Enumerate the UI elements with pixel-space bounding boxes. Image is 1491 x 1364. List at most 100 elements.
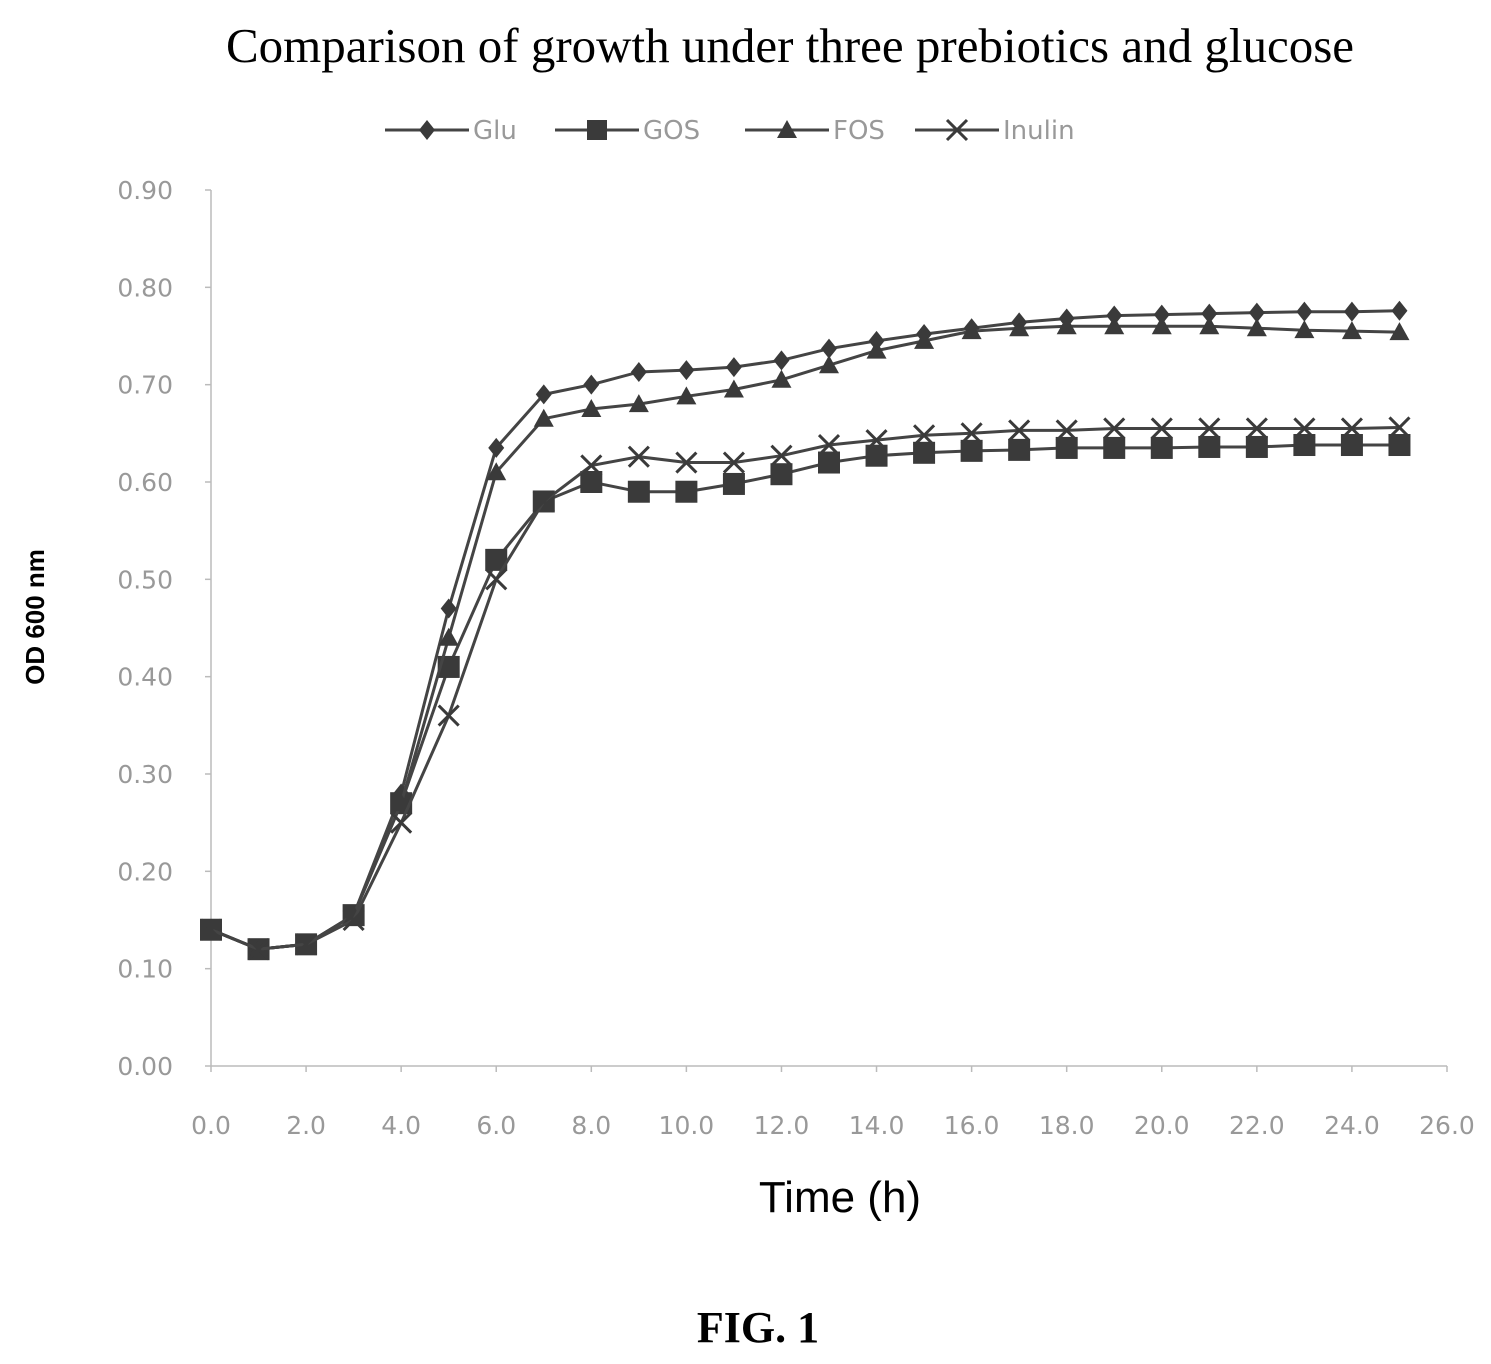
data-point-x [390,811,413,834]
data-point-diamond [821,338,837,359]
data-point-diamond [488,437,505,458]
data-point-square [485,548,508,571]
data-point-diamond [583,374,600,395]
data-point-diamond [630,362,647,383]
data-point-square [1340,434,1363,457]
data-point-diamond [1248,302,1265,323]
series-fos [201,316,1410,958]
data-point-x [770,444,793,467]
data-point-square [587,120,607,140]
x-tick-label: 18.0 [1039,1111,1095,1140]
data-point-square [580,471,603,493]
data-point-triangle [961,321,982,340]
y-tick-label: 0.80 [117,273,173,302]
y-tick-label: 0.20 [117,857,173,886]
data-point-x [1293,417,1316,440]
data-point-square [818,451,840,474]
data-point-x [580,454,603,477]
data-point-x [199,918,223,941]
series-line [210,426,1400,951]
data-point-triangle [1009,318,1030,337]
data-point-diamond [678,360,695,381]
data-point-triangle [914,330,935,349]
legend-item-glu: Glu [385,116,517,146]
data-point-triangle [819,355,839,374]
y-tick-label: 0.70 [117,371,173,400]
y-tick-label: 0.30 [117,760,173,789]
data-point-x [342,908,365,932]
data-point-triangle [866,340,887,359]
data-point-diamond [1153,304,1170,325]
data-point-square [627,480,650,503]
x-tick-label: 10.0 [659,1111,715,1140]
data-point-square [1008,438,1031,461]
chart-series [199,300,1411,961]
series-gos [200,434,1411,961]
data-point-x [817,433,841,457]
data-point-square [865,444,888,467]
data-point-triangle [1246,318,1267,337]
data-point-x [532,490,555,513]
data-point-diamond [535,384,552,405]
data-point-diamond [725,357,742,378]
data-point-x [913,424,936,447]
data-point-triangle [1151,316,1172,335]
series-line [210,324,1400,951]
data-point-triangle [777,120,797,138]
x-tick-label: 6.0 [476,1111,516,1140]
data-point-triangle [438,627,459,646]
data-point-x [1198,417,1221,440]
y-tick-labels: 0.00 0.10 0.20 0.30 0.40 0.50 0.60 0.70 0.80 0.90 [117,176,211,1081]
series-inulin [199,416,1411,961]
data-point-square [1150,436,1173,459]
x-tick-label: 14.0 [849,1111,905,1140]
data-point-triangle [533,408,554,427]
legend-item-fos: FOS [745,116,885,146]
data-point-x [865,429,888,452]
legend-item-inulin: Inulin [915,116,1075,146]
data-point-triangle [486,462,507,481]
x-tick-label: 16.0 [944,1111,1000,1140]
legend-label: Glu [473,116,517,146]
data-point-x [1388,416,1411,439]
data-point-triangle [676,386,697,405]
x-tick-label: 8.0 [571,1111,611,1140]
x-tick-label: 0.0 [191,1111,231,1140]
data-point-triangle [581,399,602,417]
y-tick-label: 0.00 [117,1052,173,1081]
data-point-diamond [1343,301,1360,322]
x-tick-label: 26.0 [1419,1111,1475,1140]
data-point-x [295,933,318,956]
series-line [210,443,1400,951]
series-line [210,309,1400,951]
data-point-square [1293,434,1316,457]
data-point-x [247,938,270,961]
data-point-diamond [440,598,457,619]
chart-title: Comparison of growth under three prebiot… [226,18,1354,73]
data-point-triangle [1199,316,1220,335]
data-point-square [1055,436,1078,459]
x-tick-labels: 0.0 2.0 4.0 6.0 8.0 10.0 12.0 14.0 16.0 18.0 20.0 2… [191,1066,1475,1140]
data-point-square [1198,435,1221,458]
data-point-square [1388,434,1411,457]
data-point-triangle [628,394,649,413]
chart-axes [210,190,1447,1067]
legend-label: Inulin [1003,116,1075,146]
y-tick-label: 0.40 [117,663,173,692]
data-point-square [1103,436,1126,459]
y-tick-label: 0.90 [117,176,173,205]
data-point-triangle [771,369,792,388]
x-tick-label: 12.0 [754,1111,810,1140]
data-point-x [1340,417,1363,440]
legend-item-gos: GOS [555,116,700,146]
data-point-triangle [1389,322,1410,341]
data-point-x [675,451,698,474]
legend-label: FOS [833,116,885,146]
data-point-square [675,480,698,503]
x-axis-label: Time (h) [759,1173,921,1222]
data-point-diamond [1391,300,1408,321]
data-point-diamond [419,120,435,140]
chart-legend: Glu GOS FOS Inulin [385,116,1075,146]
data-point-diamond [1106,305,1123,326]
